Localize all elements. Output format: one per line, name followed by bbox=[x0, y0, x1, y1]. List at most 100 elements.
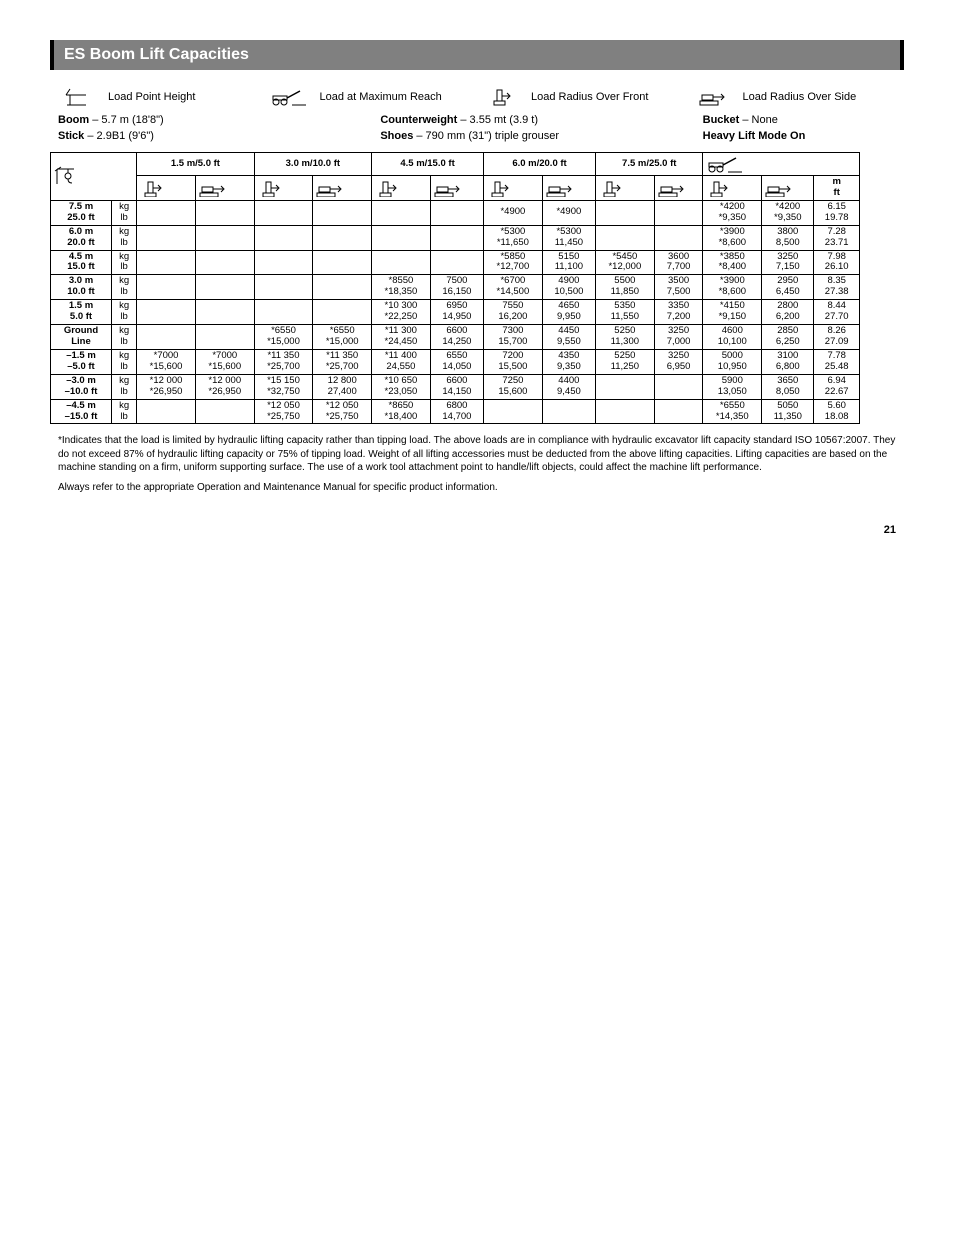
cap-cell bbox=[137, 200, 196, 225]
cap-cell: 6800 14,700 bbox=[430, 399, 483, 424]
cap-cell: *11 300 *24,450 bbox=[372, 325, 431, 350]
cap-cell bbox=[313, 300, 372, 325]
cap-cell bbox=[195, 225, 254, 250]
row-height-label: 6.0 m 20.0 ft bbox=[51, 225, 112, 250]
subcol-side-icon bbox=[430, 176, 483, 201]
bucket-value: – None bbox=[739, 114, 778, 126]
cap-cell: *11 350 *25,700 bbox=[313, 349, 372, 374]
legend-label: Load at Maximum Reach bbox=[320, 91, 442, 103]
row-height-label: 3.0 m 10.0 ft bbox=[51, 275, 112, 300]
cap-cell bbox=[254, 225, 313, 250]
col-3.0m: 3.0 m/10.0 ft bbox=[254, 153, 371, 176]
maxreach-radius-cell: 7.28 23.71 bbox=[814, 225, 860, 250]
load-radius-front-icon bbox=[481, 86, 521, 108]
cap-cell bbox=[137, 300, 196, 325]
cap-cell bbox=[254, 300, 313, 325]
row-unit-label: kg lb bbox=[112, 349, 137, 374]
maxreach-front-cell: 4600 10,100 bbox=[703, 325, 762, 350]
cap-cell: *11 400 24,550 bbox=[372, 349, 431, 374]
maxreach-radius-cell: 6.15 19.78 bbox=[814, 200, 860, 225]
cap-cell: *6550 *15,000 bbox=[254, 325, 313, 350]
cap-cell bbox=[137, 399, 196, 424]
row-height-label: –3.0 m –10.0 ft bbox=[51, 374, 112, 399]
cap-cell: *8550 *18,350 bbox=[372, 275, 431, 300]
table-row: 7.5 m 25.0 ftkg lb*4900*4900*4200 *9,350… bbox=[51, 200, 860, 225]
maxreach-side-cell: 2800 6,200 bbox=[762, 300, 814, 325]
cap-cell bbox=[654, 200, 703, 225]
col-7.5m: 7.5 m/25.0 ft bbox=[596, 153, 703, 176]
maxreach-front-cell: *3850 *8,400 bbox=[703, 250, 762, 275]
subcol-side-icon bbox=[654, 176, 703, 201]
cw-label: Counterweight bbox=[380, 114, 457, 126]
cap-cell: *8650 *18,400 bbox=[372, 399, 431, 424]
table-row: 1.5 m 5.0 ftkg lb*10 300 *22,2506950 14,… bbox=[51, 300, 860, 325]
cap-cell bbox=[195, 275, 254, 300]
col-max-reach-icon bbox=[703, 153, 860, 176]
cap-cell: *11 350 *25,700 bbox=[254, 349, 313, 374]
boom-label: Boom bbox=[58, 114, 89, 126]
cap-cell: 3500 7,500 bbox=[654, 275, 703, 300]
bucket-label: Bucket bbox=[703, 114, 740, 126]
cap-cell: 7200 15,500 bbox=[484, 349, 543, 374]
cap-cell: *5450 *12,000 bbox=[596, 250, 655, 275]
maxreach-front-cell: *4200 *9,350 bbox=[703, 200, 762, 225]
meta-row-2: Stick – 2.9B1 (9'6") Shoes – 790 mm (31"… bbox=[50, 128, 904, 144]
cap-cell: 5250 11,300 bbox=[596, 325, 655, 350]
cap-cell bbox=[313, 200, 372, 225]
cap-cell bbox=[313, 225, 372, 250]
subcol-front-icon bbox=[372, 176, 431, 201]
cap-cell: *6550 *15,000 bbox=[313, 325, 372, 350]
cap-cell: 4400 9,450 bbox=[542, 374, 595, 399]
cap-cell bbox=[372, 250, 431, 275]
cap-cell bbox=[195, 300, 254, 325]
cap-cell: *7000 *15,600 bbox=[195, 349, 254, 374]
row-unit-label: kg lb bbox=[112, 200, 137, 225]
cap-cell: *15 150 *32,750 bbox=[254, 374, 313, 399]
row-unit-label: kg lb bbox=[112, 225, 137, 250]
cap-cell: *4900 bbox=[484, 200, 543, 225]
maxreach-radius-cell: 7.98 26.10 bbox=[814, 250, 860, 275]
cap-cell bbox=[254, 200, 313, 225]
subcol-side-icon bbox=[313, 176, 372, 201]
table-row: –3.0 m –10.0 ftkg lb*12 000 *26,950*12 0… bbox=[51, 374, 860, 399]
subcol-front-icon bbox=[254, 176, 313, 201]
row-height-label: –1.5 m –5.0 ft bbox=[51, 349, 112, 374]
cap-cell: *12 000 *26,950 bbox=[137, 374, 196, 399]
cap-cell: 5350 11,550 bbox=[596, 300, 655, 325]
cap-cell: *5300 11,450 bbox=[542, 225, 595, 250]
cap-cell: *5850 *12,700 bbox=[484, 250, 543, 275]
cap-cell bbox=[254, 250, 313, 275]
maxreach-front-cell: 5000 10,950 bbox=[703, 349, 762, 374]
cap-cell: 4450 9,550 bbox=[542, 325, 595, 350]
cap-cell: 5250 11,250 bbox=[596, 349, 655, 374]
cap-cell bbox=[195, 399, 254, 424]
cap-cell: *7000 *15,600 bbox=[137, 349, 196, 374]
footnote-always: Always refer to the appropriate Operatio… bbox=[58, 481, 896, 495]
cap-cell bbox=[430, 250, 483, 275]
cap-cell: 4900 10,500 bbox=[542, 275, 595, 300]
shoes-value: – 790 mm (31") triple grouser bbox=[413, 130, 559, 142]
icon-subheader-row: m ft bbox=[51, 176, 860, 201]
cap-cell bbox=[596, 399, 655, 424]
subcol-side-icon bbox=[762, 176, 814, 201]
maxreach-front-cell: *3900 *8,600 bbox=[703, 225, 762, 250]
cap-cell: *12 050 *25,750 bbox=[254, 399, 313, 424]
cap-cell bbox=[484, 399, 543, 424]
legend-label: Load Radius Over Side bbox=[743, 91, 857, 103]
cap-cell: 7500 16,150 bbox=[430, 275, 483, 300]
col-4.5m: 4.5 m/15.0 ft bbox=[372, 153, 484, 176]
subcol-front-icon bbox=[484, 176, 543, 201]
load-point-height-icon bbox=[58, 86, 98, 108]
table-row: 6.0 m 20.0 ftkg lb*5300 *11,650*5300 11,… bbox=[51, 225, 860, 250]
maxreach-side-cell: 5050 11,350 bbox=[762, 399, 814, 424]
row-unit-label: kg lb bbox=[112, 275, 137, 300]
load-radius-side-icon bbox=[693, 86, 733, 108]
cap-cell bbox=[137, 250, 196, 275]
row-unit-label: kg lb bbox=[112, 300, 137, 325]
cap-cell: 7300 15,700 bbox=[484, 325, 543, 350]
table-row: 3.0 m 10.0 ftkg lb *8550 *18,3507500 16,1… bbox=[51, 275, 860, 300]
footnotes: *Indicates that the load is limited by h… bbox=[50, 434, 904, 494]
table-row: 4.5 m 15.0 ftkg lb*5850 *12,7005150 11,1… bbox=[51, 250, 860, 275]
maxreach-front-cell: 5900 13,050 bbox=[703, 374, 762, 399]
cap-cell bbox=[654, 399, 703, 424]
